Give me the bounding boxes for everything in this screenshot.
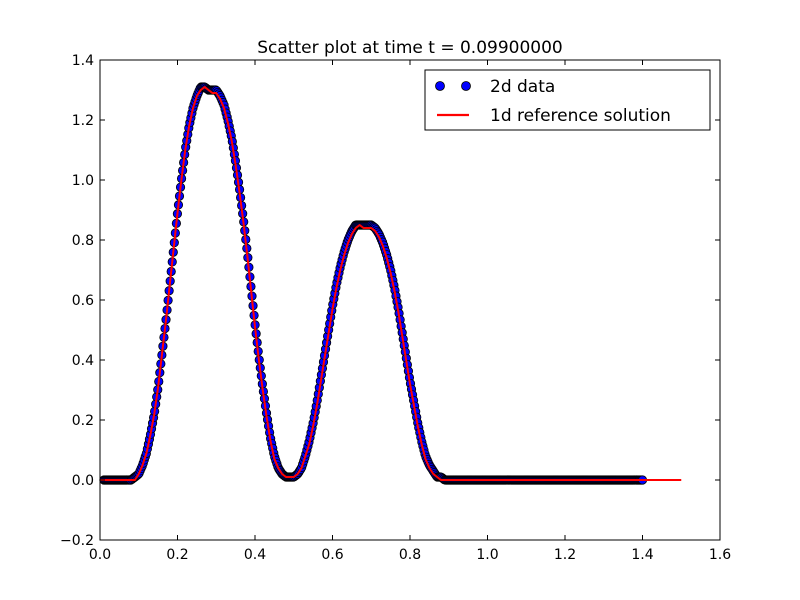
plot-area-frame [99, 59, 721, 541]
x-tick-label: 0.2 [166, 547, 188, 563]
x-tick-label: 0.6 [321, 547, 343, 563]
line-series-1d-reference [100, 86, 682, 481]
y-tick-label: 1.0 [72, 173, 94, 189]
chart-title: Scatter plot at time t = 0.09900000 [257, 38, 563, 58]
y-tick-label: 0.4 [72, 353, 94, 369]
legend-label-2d-data: 2d data [490, 77, 555, 97]
y-tick-label: 0.2 [72, 413, 94, 429]
x-tick-label: 0.8 [399, 547, 421, 563]
y-tick-label: 1.4 [72, 53, 94, 69]
legend-marker-2d-data-right [461, 81, 471, 91]
legend: 2d data 1d reference solution [424, 69, 711, 131]
x-tick-label: 0.4 [244, 547, 266, 563]
legend-box [424, 69, 711, 131]
x-tick-label: 0.0 [89, 547, 111, 563]
legend-marker-2d-data-left [435, 81, 445, 91]
y-tick-label: 1.2 [72, 113, 94, 129]
x-tick-label: 1.4 [631, 547, 653, 563]
legend-label-1d-reference: 1d reference solution [490, 106, 671, 126]
reference-solution-line [100, 86, 682, 481]
plot-area-border [99, 59, 721, 541]
y-tick-label: 0.6 [72, 293, 94, 309]
y-tick-label: 0.8 [72, 233, 94, 249]
x-tick-label: 1.6 [709, 547, 731, 563]
y-tick-label: −0.2 [60, 533, 94, 549]
x-tick-label: 1.0 [476, 547, 498, 563]
x-tick-label: 1.2 [554, 547, 576, 563]
y-tick-label: 0.0 [72, 473, 94, 489]
